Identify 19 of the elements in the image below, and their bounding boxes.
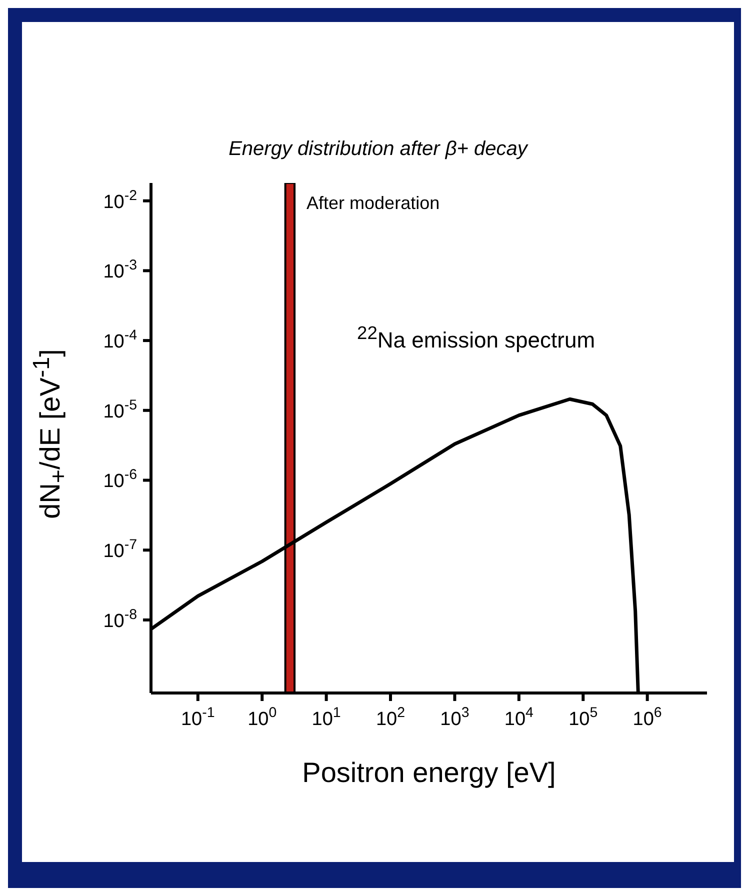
band-label: After moderation: [306, 193, 440, 213]
x-tick-label: 10$^{0}$: [248, 705, 277, 730]
y-tick-label: 10$^{-6}$: [103, 467, 138, 492]
y-tick-label: 10$^{-8}$: [103, 606, 138, 632]
x-axis-title: Positron energy [eV]: [301, 757, 557, 789]
x-tick-label: 10$^{1}$: [312, 705, 341, 730]
y-tick-label: 10$^{-5}$: [103, 397, 138, 422]
x-tick-label: 10$^{6}$: [632, 705, 662, 730]
x-tick-label: 10$^{5}$: [568, 705, 598, 730]
y-tick-label: 10$^{-4}$: [103, 328, 138, 353]
y-tick-label: 10$^{-7}$: [103, 537, 138, 562]
x-tick-label: 10$^{3}$: [440, 705, 470, 730]
x-tick-label: 10$^{4}$: [504, 705, 534, 730]
annotation: $^{22}$Na emission spectrum: [357, 322, 596, 354]
y-tick-label: 10$^{-3}$: [103, 258, 138, 283]
x-tick-label: 10$^{2}$: [376, 705, 406, 730]
chart-title: Energy distribution after β+ decay: [228, 138, 530, 161]
y-tick-label: 10$^{-2}$: [103, 188, 138, 213]
x-tick-label: 10$^{-1}$: [180, 705, 215, 730]
